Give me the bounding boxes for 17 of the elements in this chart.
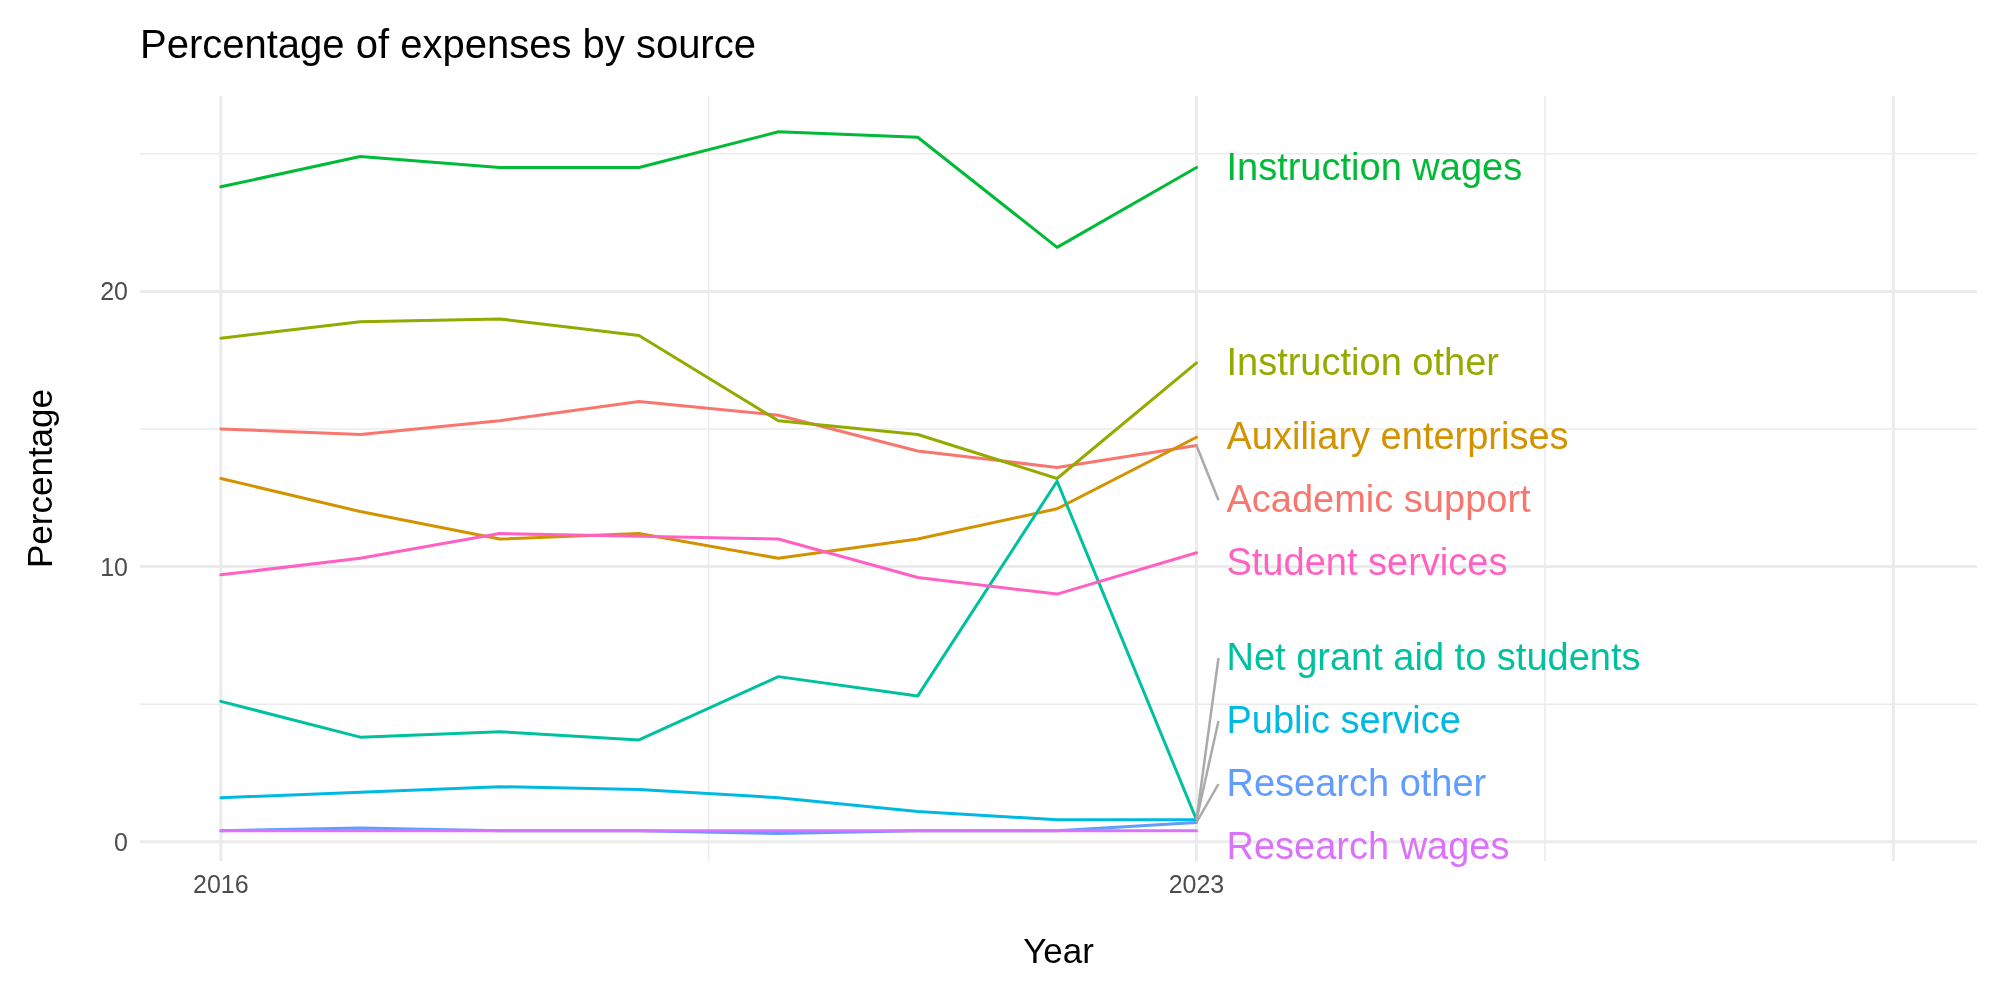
y-axis-title: Percentage (20, 388, 59, 569)
text: Net grant aid to students (1226, 636, 1641, 678)
series-label: Instruction wages (1226, 145, 1523, 188)
y-tick-label: 0 (114, 827, 128, 856)
series-label: Research wages (1226, 825, 1510, 867)
series-label: Research other (1226, 762, 1487, 804)
series-label: Student services (1226, 541, 1508, 584)
x-tick-label: 2016 (193, 870, 249, 898)
y-tick-label: 20 (100, 277, 128, 306)
x-tick-label: 2023 (1168, 870, 1225, 898)
text: Public service (1226, 699, 1461, 741)
y-tick-label: 10 (100, 552, 128, 581)
x-axis-title: Year (1023, 931, 1095, 970)
series-label: Instruction other (1226, 340, 1500, 383)
chart-title: Percentage of expenses by source (140, 22, 756, 66)
series-label: Academic support (1226, 478, 1532, 521)
series-label: Auxiliary enterprises (1226, 415, 1569, 458)
